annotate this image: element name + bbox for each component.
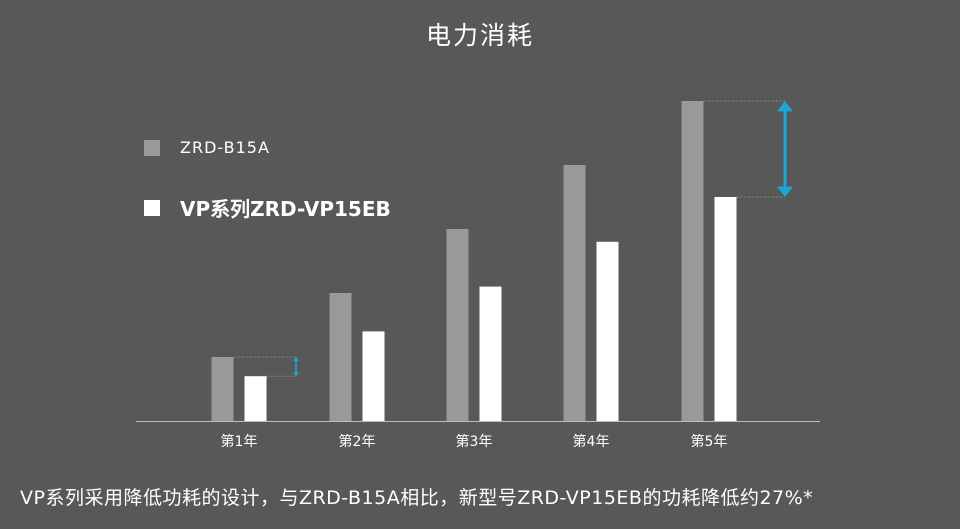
- bar-zrd-b15a: [211, 357, 234, 421]
- bar-zrd-vp15eb: [244, 376, 267, 421]
- x-tick-label: 第3年: [456, 433, 493, 450]
- bar-zrd-b15a: [446, 229, 469, 421]
- arrow-up-icon: [293, 357, 299, 361]
- legend-item-zrd-vp15eb: VP系列ZRD-VP15EB: [144, 193, 391, 222]
- arrow-down-icon: [293, 372, 299, 377]
- legend-item-zrd-b15a: ZRD-B15A: [144, 138, 270, 157]
- x-tick-label: 第5年: [691, 433, 728, 450]
- bar-zrd-b15a: [563, 165, 586, 421]
- bar-zrd-vp15eb: [362, 331, 385, 421]
- bar-zrd-vp15eb: [596, 241, 619, 421]
- bar-zrd-b15a: [329, 293, 352, 421]
- legend-swatch-gray: [144, 139, 160, 156]
- legend-swatch-white: [144, 199, 160, 216]
- bar-zrd-vp15eb: [714, 197, 737, 421]
- arrow-up-icon: [777, 101, 793, 112]
- footnote: VP系列采用降低功耗的设计，与ZRD-B15A相比，新型号ZRD-VP15EB的…: [20, 487, 814, 509]
- chart-title: 电力消耗: [425, 21, 534, 50]
- legend-label-zrd-b15a: ZRD-B15A: [180, 138, 270, 157]
- x-tick-label: 第4年: [573, 433, 610, 450]
- x-tick-label: 第1年: [221, 433, 258, 450]
- x-tick-label: 第2年: [339, 433, 376, 450]
- arrow-down-icon: [777, 186, 793, 197]
- legend-label-zrd-vp15eb: VP系列ZRD-VP15EB: [180, 197, 391, 221]
- bar-zrd-vp15eb: [479, 286, 502, 421]
- bar-zrd-b15a: [681, 101, 704, 421]
